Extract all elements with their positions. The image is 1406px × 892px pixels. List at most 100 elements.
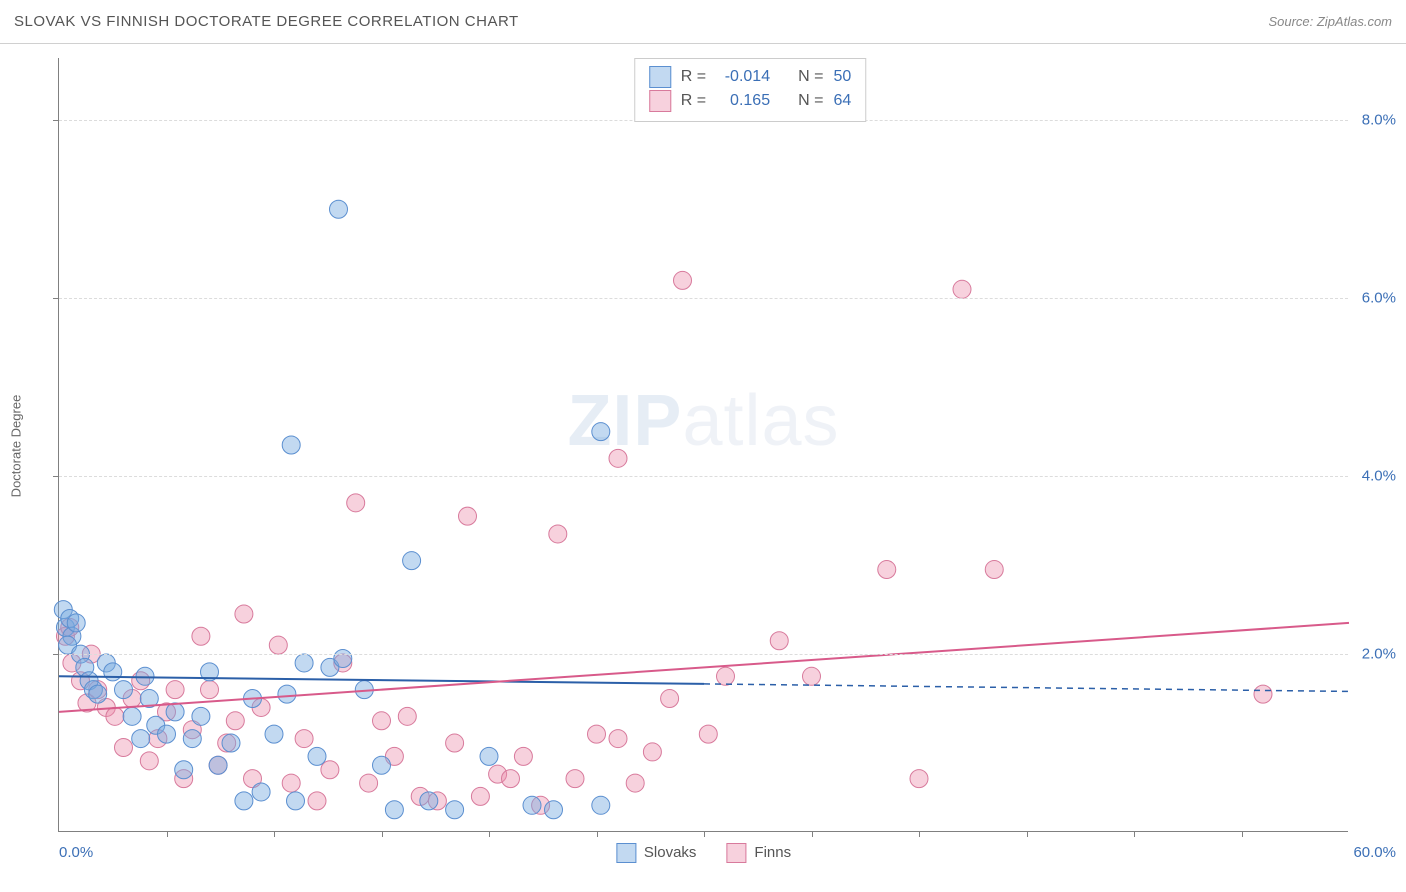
- data-point-finns: [643, 743, 661, 761]
- y-axis-label: Doctorate Degree: [9, 395, 24, 498]
- data-point-slovaks: [523, 796, 541, 814]
- scatter-svg: [59, 58, 1348, 831]
- data-point-finns: [803, 667, 821, 685]
- data-point-slovaks: [592, 796, 610, 814]
- data-point-slovaks: [183, 730, 201, 748]
- data-point-slovaks: [222, 734, 240, 752]
- data-point-slovaks: [330, 200, 348, 218]
- data-point-slovaks: [420, 792, 438, 810]
- data-point-finns: [166, 681, 184, 699]
- gridline: [59, 476, 1348, 477]
- y-tick-label: 8.0%: [1352, 112, 1396, 129]
- data-point-finns: [549, 525, 567, 543]
- data-point-slovaks: [545, 801, 563, 819]
- data-point-slovaks: [209, 756, 227, 774]
- data-point-finns: [106, 707, 124, 725]
- y-tick-label: 6.0%: [1352, 290, 1396, 307]
- data-point-finns: [398, 707, 416, 725]
- legend-swatch-finns: [649, 90, 671, 112]
- legend-n-value: 50: [833, 65, 851, 89]
- data-point-finns: [115, 738, 133, 756]
- data-point-finns: [502, 770, 520, 788]
- y-tick-label: 4.0%: [1352, 468, 1396, 485]
- header-bar: SLOVAK VS FINNISH DOCTORATE DEGREE CORRE…: [0, 0, 1406, 44]
- legend-item-finns: Finns: [726, 843, 791, 863]
- legend-n-label: N =: [798, 65, 823, 89]
- legend-r-value: 0.165: [716, 89, 770, 113]
- data-point-finns: [514, 747, 532, 765]
- y-tick-label: 2.0%: [1352, 646, 1396, 663]
- data-point-slovaks: [115, 681, 133, 699]
- data-point-finns: [360, 774, 378, 792]
- plot-area: ZIPatlas R = -0.014 N = 50 R = 0.165 N =…: [58, 58, 1348, 832]
- data-point-slovaks: [123, 707, 141, 725]
- correlation-legend: R = -0.014 N = 50 R = 0.165 N = 64: [634, 58, 866, 122]
- data-point-finns: [192, 627, 210, 645]
- data-point-finns: [878, 561, 896, 579]
- data-point-slovaks: [295, 654, 313, 672]
- x-tick-mark: [167, 831, 168, 837]
- data-point-slovaks: [192, 707, 210, 725]
- data-point-slovaks: [132, 730, 150, 748]
- x-tick-mark: [1027, 831, 1028, 837]
- legend-r-label: R =: [681, 65, 706, 89]
- trend-line-slovaks: [59, 676, 704, 684]
- data-point-slovaks: [252, 783, 270, 801]
- data-point-slovaks: [334, 650, 352, 668]
- data-point-finns: [373, 712, 391, 730]
- data-point-slovaks: [446, 801, 464, 819]
- trend-line-finns: [59, 623, 1349, 712]
- data-point-finns: [140, 752, 158, 770]
- data-point-slovaks: [166, 703, 184, 721]
- data-point-finns: [308, 792, 326, 810]
- data-point-finns: [201, 681, 219, 699]
- data-point-finns: [985, 561, 1003, 579]
- data-point-finns: [588, 725, 606, 743]
- data-point-finns: [269, 636, 287, 654]
- data-point-slovaks: [385, 801, 403, 819]
- x-tick-mark: [704, 831, 705, 837]
- data-point-finns: [566, 770, 584, 788]
- legend-row-finns: R = 0.165 N = 64: [649, 89, 851, 113]
- data-point-finns: [674, 271, 692, 289]
- data-point-slovaks: [592, 423, 610, 441]
- x-tick-mark: [274, 831, 275, 837]
- data-point-finns: [471, 787, 489, 805]
- legend-r-value: -0.014: [716, 65, 770, 89]
- data-point-finns: [321, 761, 339, 779]
- gridline: [59, 654, 1348, 655]
- data-point-finns: [609, 730, 627, 748]
- data-point-slovaks: [158, 725, 176, 743]
- data-point-finns: [661, 690, 679, 708]
- gridline: [59, 298, 1348, 299]
- data-point-slovaks: [175, 761, 193, 779]
- data-point-finns: [282, 774, 300, 792]
- data-point-slovaks: [480, 747, 498, 765]
- data-point-finns: [770, 632, 788, 650]
- x-tick-mark: [919, 831, 920, 837]
- data-point-slovaks: [308, 747, 326, 765]
- data-point-finns: [295, 730, 313, 748]
- chart-source: Source: ZipAtlas.com: [1268, 14, 1392, 29]
- data-point-finns: [699, 725, 717, 743]
- data-point-slovaks: [265, 725, 283, 743]
- legend-r-label: R =: [681, 89, 706, 113]
- legend-label: Finns: [754, 844, 791, 861]
- data-point-slovaks: [67, 614, 85, 632]
- data-point-slovaks: [89, 685, 107, 703]
- x-axis-max-label: 60.0%: [1353, 844, 1396, 861]
- x-tick-mark: [1134, 831, 1135, 837]
- data-point-slovaks: [235, 792, 253, 810]
- x-tick-mark: [812, 831, 813, 837]
- x-tick-mark: [597, 831, 598, 837]
- data-point-slovaks: [278, 685, 296, 703]
- data-point-finns: [910, 770, 928, 788]
- data-point-finns: [235, 605, 253, 623]
- legend-row-slovaks: R = -0.014 N = 50: [649, 65, 851, 89]
- legend-swatch-icon: [726, 843, 746, 863]
- legend-swatch-slovaks: [649, 66, 671, 88]
- data-point-slovaks: [287, 792, 305, 810]
- data-point-finns: [626, 774, 644, 792]
- data-point-slovaks: [104, 663, 122, 681]
- data-point-finns: [347, 494, 365, 512]
